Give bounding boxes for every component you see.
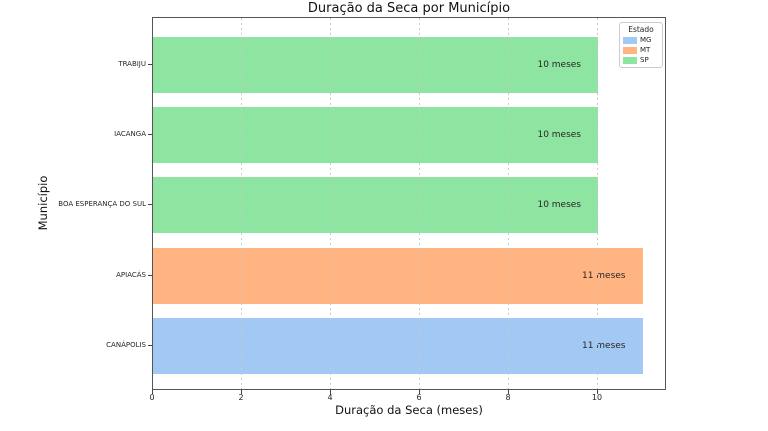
ytick-mark bbox=[148, 133, 152, 135]
legend-entry-mg: MG bbox=[623, 36, 659, 44]
chart-title: Duração da Seca por Município bbox=[307, 1, 511, 16]
bar-trabiju: 10 meses bbox=[153, 36, 599, 93]
ytick-label: CANÁPOLIS bbox=[106, 341, 146, 350]
legend-entry-mt: MT bbox=[623, 46, 659, 54]
ytick-mark bbox=[148, 274, 152, 276]
bar-apiacás: 11 meses bbox=[153, 247, 643, 304]
ytick-label: BOA ESPERANÇA DO SUL bbox=[58, 200, 146, 209]
bar-value-label: 11 meses bbox=[581, 341, 626, 352]
xtick-label: 8 bbox=[505, 393, 511, 402]
ytick-label: APIACÁS bbox=[116, 270, 146, 279]
gridline-x-6 bbox=[419, 18, 420, 389]
bar-value-label: 10 meses bbox=[537, 129, 582, 140]
gridline-x-2 bbox=[241, 18, 242, 389]
bar-iacanga: 10 meses bbox=[153, 106, 599, 163]
ytick-label: IACANGA bbox=[114, 129, 146, 138]
xtick-label: 0 bbox=[149, 393, 155, 402]
ytick-mark bbox=[148, 63, 152, 65]
legend-entry-sp: SP bbox=[623, 56, 659, 64]
xtick-mark bbox=[330, 390, 331, 394]
xtick-label: 6 bbox=[416, 393, 422, 402]
plot-area: 10 meses 10 meses 10 meses 11 meses 11 meses… bbox=[152, 17, 666, 390]
gridline-x-8 bbox=[508, 18, 510, 389]
xtick-label: 2 bbox=[238, 393, 244, 402]
bar-boa-esperança-do-sul: 10 meses bbox=[153, 177, 599, 234]
legend-label: MT bbox=[640, 46, 651, 54]
gridline-x-10 bbox=[597, 18, 599, 389]
legend-entries: MG MT SP bbox=[623, 36, 659, 64]
xtick-mark bbox=[152, 390, 153, 394]
legend-label: SP bbox=[640, 56, 649, 64]
ytick-label: TRABIJU bbox=[118, 59, 146, 68]
legend: Estado MG MT SP bbox=[619, 22, 663, 68]
gridline-x-4 bbox=[330, 18, 331, 389]
y-axis-label: Município bbox=[36, 175, 50, 231]
bar-value-label: 10 meses bbox=[537, 59, 582, 70]
legend-color-swatch bbox=[623, 36, 637, 44]
xtick-mark bbox=[241, 390, 242, 394]
legend-color-swatch bbox=[623, 56, 637, 64]
xtick-mark bbox=[508, 390, 510, 394]
ytick-mark bbox=[148, 345, 152, 347]
xtick-label: 10 bbox=[591, 393, 603, 402]
x-axis-label: Duração da Seca (meses) bbox=[335, 403, 483, 417]
legend-title: Estado bbox=[628, 25, 654, 34]
bar-value-label: 10 meses bbox=[537, 200, 582, 211]
ytick-mark bbox=[148, 204, 152, 206]
legend-color-swatch bbox=[623, 46, 637, 54]
legend-label: MG bbox=[640, 36, 652, 44]
xtick-mark bbox=[597, 390, 599, 394]
xtick-mark bbox=[419, 390, 420, 394]
xtick-label: 4 bbox=[327, 393, 333, 402]
bar-canápolis: 11 meses bbox=[153, 318, 643, 375]
bar-value-label: 11 meses bbox=[581, 270, 626, 281]
